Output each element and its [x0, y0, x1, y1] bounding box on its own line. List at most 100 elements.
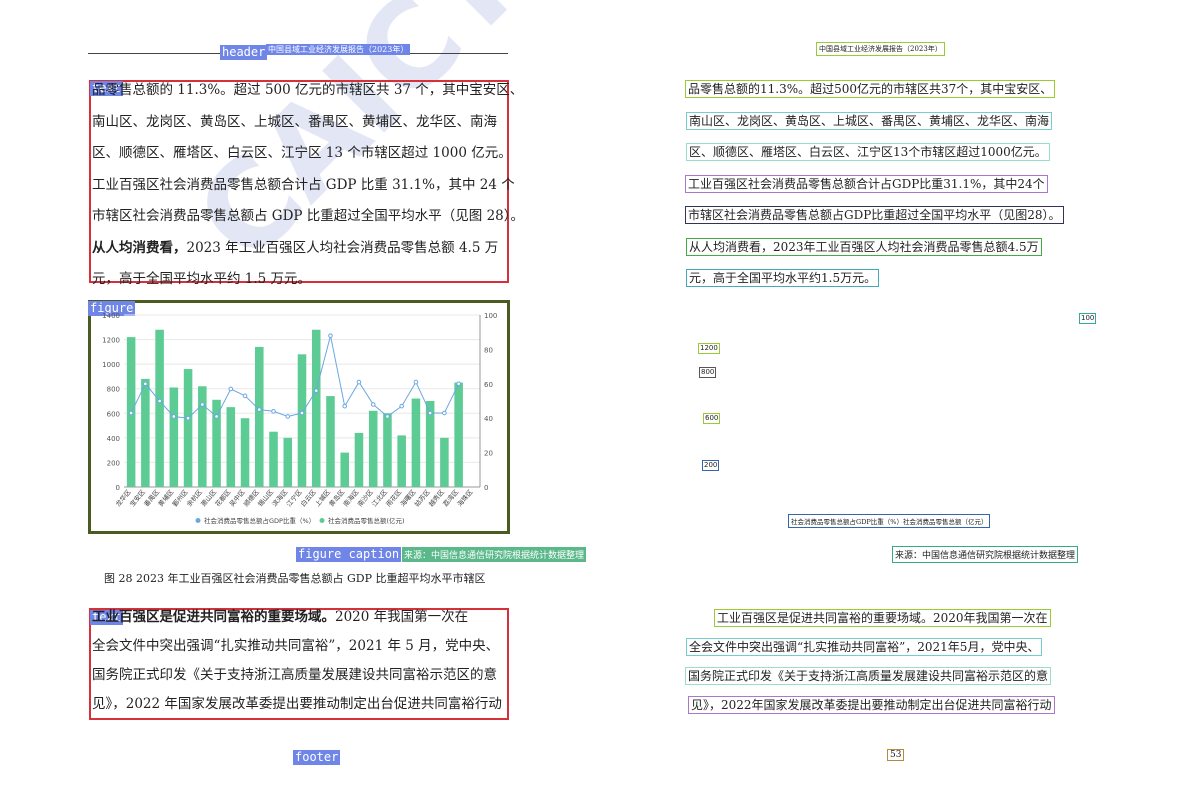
- line-point: [313, 388, 319, 393]
- y-right-tick-label: 40: [484, 415, 493, 423]
- bar: [155, 329, 164, 487]
- legend-marker-bar: [319, 518, 325, 523]
- line-point: [299, 410, 305, 416]
- y-left-tick-label: 0: [116, 484, 120, 492]
- bar: [255, 346, 264, 487]
- figure-box: [88, 300, 510, 534]
- bar: [397, 435, 406, 487]
- right-axis-number: 800: [699, 367, 717, 378]
- bar: [454, 382, 463, 487]
- bar: [198, 386, 207, 487]
- bar: [183, 369, 193, 487]
- y-left-tick-label: 1400: [102, 312, 120, 320]
- line-point: [228, 386, 234, 392]
- legend-label-bar: 社会消费品零售总额(亿元): [328, 516, 405, 525]
- bar: [141, 378, 150, 487]
- line-point: [285, 414, 291, 419]
- page-number: 53: [887, 749, 905, 761]
- y-left-tick-label: 200: [107, 459, 120, 467]
- bar: [425, 401, 435, 487]
- y-left-tick-label: 400: [107, 435, 120, 443]
- text-line: 南山区、龙岗区、黄岛区、上城区、番禺区、黄埔区、龙华区、南海: [92, 113, 497, 130]
- line-point: [328, 333, 333, 338]
- right-text-line: 工业百强区是促进共同富裕的重要场域。2020年我国第一次在: [714, 609, 1051, 627]
- text-line: 工业百强区社会消费品零售总额合计占 GDP 比重 31.1%，其中 24 个: [92, 176, 515, 193]
- line-point: [185, 415, 191, 421]
- right-text-line: 南山区、龙岗区、黄岛区、上城区、番禺区、黄埔区、龙华区、南海: [686, 111, 1053, 130]
- text-line: 元，高于全国平均水平约 1.5 万元。: [92, 271, 312, 287]
- bar: [297, 354, 307, 487]
- bar: [326, 396, 335, 487]
- bar: [283, 437, 293, 487]
- line-point: [157, 398, 162, 404]
- y-right-tick-label: 20: [484, 450, 493, 458]
- figure-caption: 图 28 2023 年工业百强区社会消费品零售总额占 GDP 比重超平均水平市辖…: [104, 572, 486, 585]
- y-left-tick-label: 1000: [102, 361, 120, 369]
- right-axis-number: 600: [703, 413, 721, 424]
- line-point: [456, 381, 461, 387]
- right-text-line: 国务院正式印发《关于支持浙江高质量发展建设共同富裕示范区的意: [685, 667, 1052, 685]
- line-point: [385, 414, 390, 419]
- bar: [411, 398, 421, 487]
- right-text-line: 区、顺德区、雁塔区、白云区、江宁区13个市辖区超过1000亿元。: [686, 143, 1050, 161]
- line-point: [214, 414, 219, 419]
- line-point: [200, 402, 205, 407]
- y-right-tick-label: 0: [484, 484, 488, 492]
- bar: [212, 399, 221, 487]
- right-text-line: 全会文件中突出强调“扎实推动共同富裕”，2021年5月，党中央、: [686, 638, 1043, 656]
- y-left-tick-label: 600: [107, 410, 120, 418]
- text-line: 品零售总额的 11.3%。超过 500 亿元的市辖区共 37 个，其中宝安区、: [92, 82, 524, 98]
- x-tick-label: 海珠区: [455, 487, 475, 508]
- right-text-line: 见》，2022年国家发展改革委提出要推动制定出台促进共同富裕行动: [688, 696, 1055, 714]
- line-point: [427, 410, 433, 416]
- text-block-1-box: [89, 80, 509, 283]
- right-text-line: 品零售总额的11.3%。超过500亿元的市辖区共37个，其中宝安区、: [685, 80, 1056, 98]
- line-point: [370, 402, 376, 407]
- line-point: [356, 379, 362, 385]
- text-line: 国务院正式印发《关于支持浙江高质量发展建设共同富裕示范区的意: [92, 667, 497, 683]
- y-right-tick-label: 60: [484, 381, 493, 389]
- figure-source: 来源：中国信息通信研究院根据统计数据整理: [402, 547, 587, 562]
- right-legend: 社会消费品零售总额占GDP比重（%）社会消费品零售总额（亿元）: [788, 514, 991, 528]
- y-left-tick-label: 1200: [102, 337, 120, 345]
- line-point: [442, 410, 447, 416]
- line-point: [242, 393, 248, 399]
- right-text-line: 元，高于全国平均水平约1.5万元。: [686, 269, 880, 287]
- right-text-line: 从人均消费看，2023年工业百强区人均社会消费品零售总额4.5万: [686, 237, 1042, 256]
- bar: [269, 431, 278, 487]
- line-point: [171, 414, 177, 419]
- line-point: [256, 407, 262, 412]
- text-line: 见》，2022 年国家发展改革委提出要推动制定出台促进共同富裕行动: [92, 696, 502, 712]
- figure-tag: figure: [88, 301, 136, 316]
- bar-line-chart: 0200400600800100012001400020406080100龙华区…: [102, 312, 497, 525]
- text-line: 区、顺德区、雁塔区、白云区、江宁区 13 个市辖区超过 1000 亿元。: [92, 145, 512, 161]
- bar: [383, 413, 392, 487]
- text-tag-1: text: [90, 81, 123, 96]
- bar: [311, 329, 321, 487]
- y-right-tick-label: 100: [484, 312, 497, 320]
- line-point: [143, 381, 148, 387]
- text-line: 从人均消费看，2023 年工业百强区人均社会消费品零售总额 4.5 万: [92, 239, 499, 256]
- legend-label-line: 社会消费品零售总额占GDP比重（%）: [204, 516, 315, 525]
- right-axis-number: 200: [702, 460, 720, 471]
- right-text-line: 市辖区社会消费品零售总额占GDP比重超过全国平均水平（见图28）。: [685, 206, 1064, 224]
- y-right-tick-label: 80: [484, 346, 493, 354]
- line-point: [271, 409, 276, 414]
- text-tag-2: text: [90, 610, 123, 625]
- bar: [354, 432, 364, 487]
- text-line: 市辖区社会消费品零售总额占 GDP 比重超过全国平均水平（见图 28）。: [92, 208, 524, 224]
- header-tag: header: [220, 45, 268, 60]
- text-line: 全会文件中突出强调“扎实推动共同富裕”，2021 年 5 月，党中央、: [92, 638, 500, 654]
- bar: [226, 407, 236, 487]
- line-point: [399, 403, 404, 409]
- bar: [169, 387, 179, 487]
- right-source: 来源：中国信息通信研究院根据统计数据整理: [892, 546, 1079, 563]
- text-line: 工业百强区是促进共同富裕的重要场域。2020 年我国第一次在: [92, 609, 469, 625]
- line-point: [342, 403, 348, 409]
- bar: [340, 452, 349, 487]
- bar: [368, 410, 378, 487]
- right-header: 中国县域工业经济发展报告（2023年）: [816, 42, 945, 56]
- figure-caption-tag: figure caption: [296, 547, 402, 562]
- series-line: [130, 335, 460, 419]
- legend-marker-line: [195, 518, 201, 523]
